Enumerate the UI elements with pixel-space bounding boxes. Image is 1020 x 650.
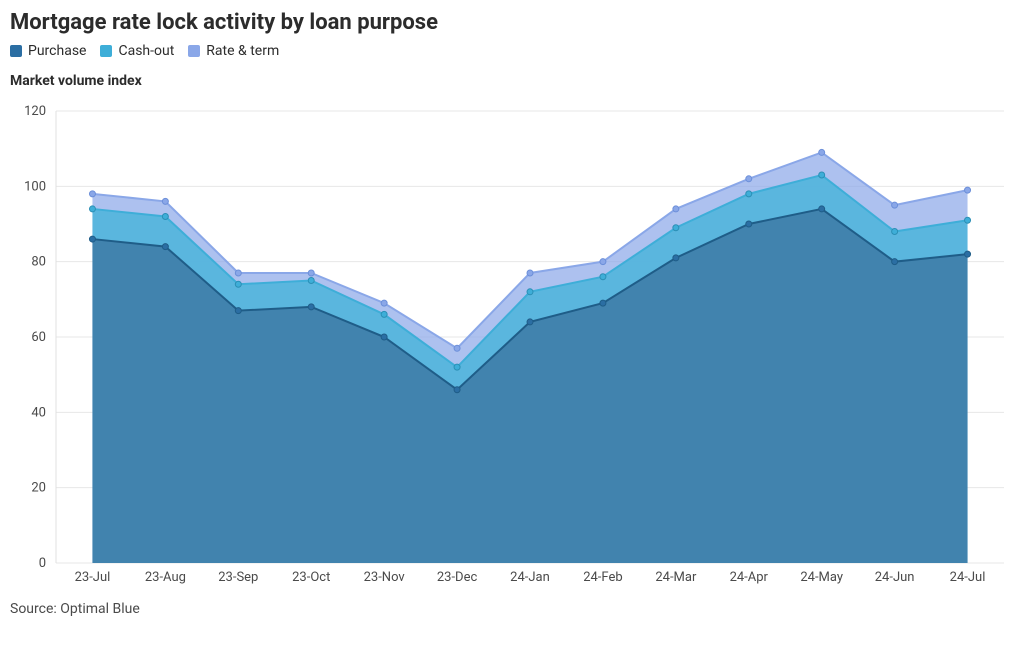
y-tick-label: 80: [31, 255, 46, 270]
x-tick-label: 23-Oct: [292, 570, 330, 585]
legend-label-purchase: Purchase: [28, 43, 86, 59]
x-tick-label: 23-Sep: [218, 570, 258, 585]
chart-container: { "title": "Mortgage rate lock activity …: [0, 0, 1020, 650]
x-tick-label: 24-Feb: [583, 570, 622, 585]
legend-item-cashout: Cash-out: [100, 43, 174, 59]
marker-cash-out: [89, 206, 95, 212]
marker-rate-term: [527, 270, 533, 276]
chart-title: Mortgage rate lock activity by loan purp…: [10, 10, 1010, 35]
marker-rate-term: [235, 270, 241, 276]
x-tick-label: 24-Jan: [510, 570, 550, 585]
marker-purchase: [892, 259, 898, 265]
marker-purchase: [308, 304, 314, 310]
legend-label-cashout: Cash-out: [118, 43, 174, 59]
y-axis-title: Market volume index: [10, 73, 1010, 89]
marker-cash-out: [965, 217, 971, 223]
marker-rate-term: [746, 176, 752, 182]
marker-cash-out: [235, 281, 241, 287]
chart-source: Source: Optimal Blue: [10, 601, 1010, 617]
legend-swatch-rateterm: [188, 45, 200, 57]
marker-rate-term: [600, 259, 606, 265]
x-tick-label: 23-Nov: [364, 570, 406, 585]
x-tick-label: 24-May: [800, 570, 843, 585]
x-tick-label: 23-Jul: [75, 570, 111, 585]
marker-cash-out: [892, 229, 898, 235]
marker-rate-term: [819, 149, 825, 155]
marker-purchase: [454, 387, 460, 393]
x-tick-label: 24-Mar: [655, 570, 697, 585]
marker-cash-out: [600, 274, 606, 280]
marker-cash-out: [162, 213, 168, 219]
legend-label-rateterm: Rate & term: [206, 43, 279, 59]
marker-rate-term: [673, 206, 679, 212]
legend: Purchase Cash-out Rate & term: [10, 43, 1010, 59]
marker-cash-out: [308, 278, 314, 284]
y-tick-label: 20: [31, 481, 46, 496]
y-tick-label: 40: [31, 405, 46, 420]
marker-cash-out: [819, 172, 825, 178]
legend-item-purchase: Purchase: [10, 43, 86, 59]
y-tick-label: 0: [39, 556, 46, 571]
marker-purchase: [381, 334, 387, 340]
marker-purchase: [527, 319, 533, 325]
marker-purchase: [600, 300, 606, 306]
y-tick-label: 120: [24, 104, 46, 119]
y-tick-label: 60: [31, 330, 46, 345]
marker-rate-term: [162, 198, 168, 204]
legend-swatch-purchase: [10, 45, 22, 57]
marker-rate-term: [381, 300, 387, 306]
x-tick-label: 23-Aug: [145, 570, 186, 585]
chart-plot: 0 20 40 60 80 100 120 23-Jul 23-Aug 23-Sep 23-Oct 2…: [10, 93, 1010, 593]
marker-rate-term: [89, 191, 95, 197]
marker-cash-out: [673, 225, 679, 231]
marker-cash-out: [381, 311, 387, 317]
x-tick-label: 24-Jul: [950, 570, 986, 585]
marker-purchase: [819, 206, 825, 212]
marker-rate-term: [454, 345, 460, 351]
marker-purchase: [162, 244, 168, 250]
marker-purchase: [746, 221, 752, 227]
marker-cash-out: [746, 191, 752, 197]
marker-purchase: [673, 255, 679, 261]
marker-rate-term: [965, 187, 971, 193]
marker-rate-term: [892, 202, 898, 208]
marker-purchase: [235, 308, 241, 314]
legend-swatch-cashout: [100, 45, 112, 57]
x-tick-label: 24-Jun: [875, 570, 915, 585]
marker-cash-out: [454, 364, 460, 370]
y-tick-label: 100: [24, 179, 46, 194]
x-tick-label: 24-Apr: [730, 570, 769, 585]
marker-purchase: [89, 236, 95, 242]
marker-cash-out: [527, 289, 533, 295]
legend-item-rateterm: Rate & term: [188, 43, 279, 59]
x-tick-label: 23-Dec: [437, 570, 478, 585]
marker-purchase: [965, 251, 971, 257]
chart-svg: 0 20 40 60 80 100 120 23-Jul 23-Aug 23-Sep 23-Oct 2…: [10, 93, 1010, 593]
marker-rate-term: [308, 270, 314, 276]
